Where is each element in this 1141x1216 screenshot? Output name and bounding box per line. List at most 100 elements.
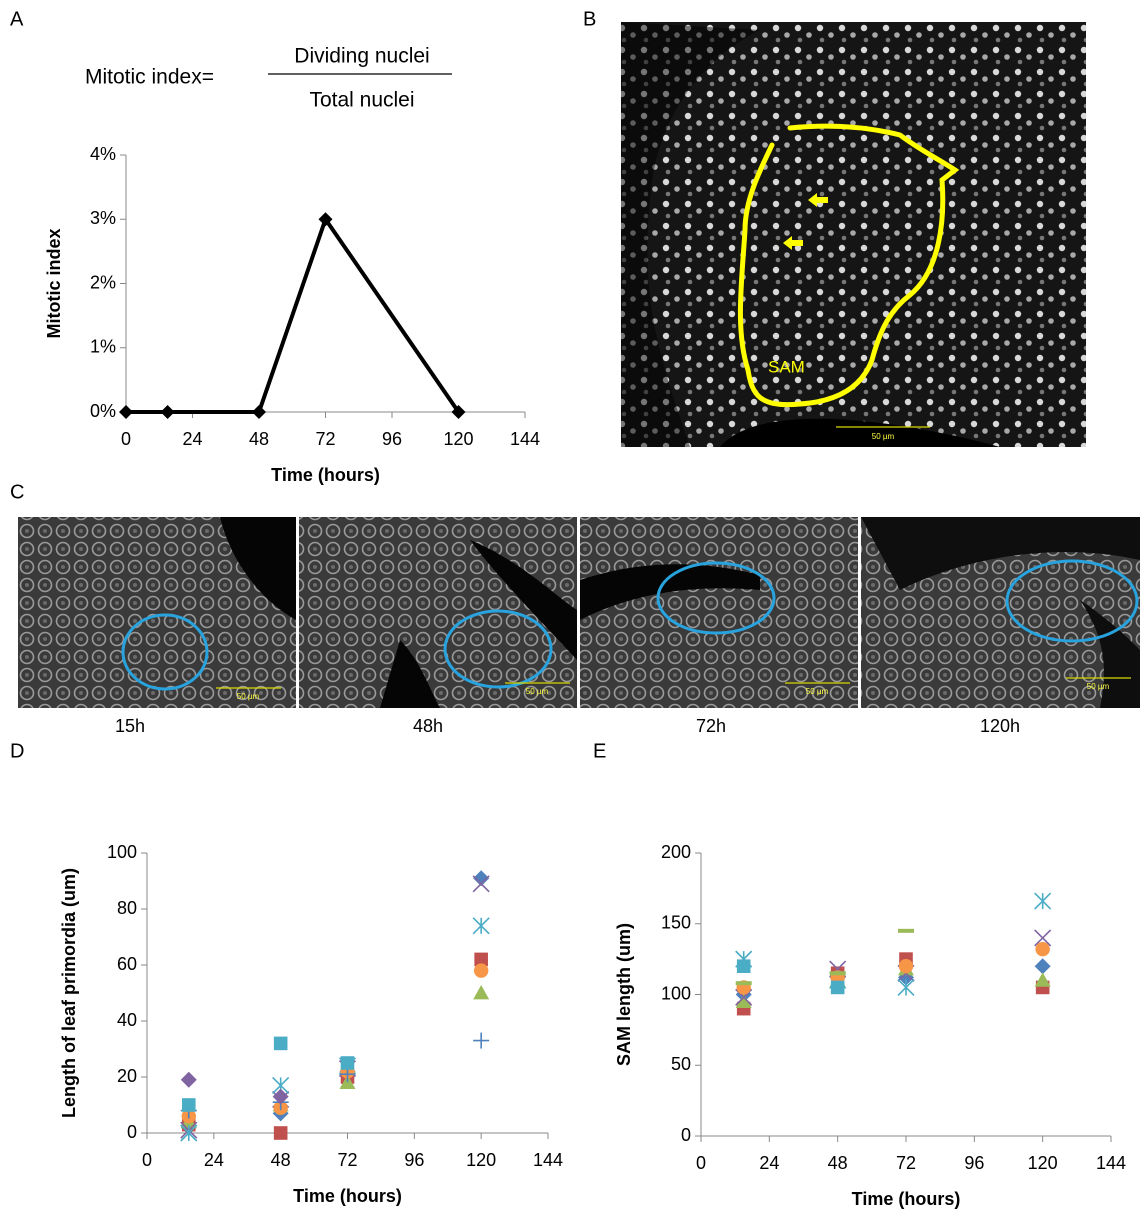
y-tick-label: 200 — [661, 842, 691, 862]
y-tick-label: 0 — [127, 1122, 137, 1142]
marker-part — [829, 971, 846, 976]
y-tick-label: 0% — [90, 401, 116, 421]
x-tick-label: 96 — [404, 1150, 424, 1170]
marker-part — [451, 405, 466, 419]
scale-label: 50 µm — [526, 687, 549, 696]
caption: 120h — [980, 716, 1020, 736]
marker — [735, 981, 752, 986]
marker — [473, 870, 490, 887]
image-b: SAM 50 µm — [621, 22, 1086, 447]
marker-part — [1034, 958, 1051, 975]
y-axis-label: Mitotic index — [44, 228, 64, 338]
line — [126, 214, 461, 414]
x-tick-label: 96 — [382, 429, 402, 449]
marker-part — [472, 875, 490, 893]
marker-part — [1035, 942, 1050, 957]
x-tick-label: 24 — [759, 1153, 779, 1173]
scale-label: 50 µm — [1087, 682, 1110, 691]
marker-part — [736, 959, 751, 973]
shade — [861, 517, 1140, 708]
panel-label: D — [10, 740, 24, 762]
sam-outline — [737, 123, 960, 408]
marker — [273, 1126, 288, 1140]
panel-label: A — [10, 8, 24, 30]
shade — [580, 564, 760, 620]
marker-part — [735, 981, 752, 986]
marker — [272, 1088, 289, 1105]
marker-part — [473, 985, 490, 1000]
marker-part — [473, 870, 490, 887]
x-tick-label: 72 — [337, 1150, 357, 1170]
marker — [451, 405, 466, 419]
marker — [1034, 929, 1052, 947]
x-axis-label: Time (hours) — [293, 1186, 402, 1206]
panel-label: C — [10, 481, 24, 503]
x-tick-label: 144 — [510, 429, 540, 449]
x-tick-label: 120 — [466, 1150, 496, 1170]
panel-label: B — [583, 8, 596, 30]
marker — [898, 928, 914, 933]
x-tick-label: 24 — [182, 429, 202, 449]
marker — [340, 1056, 355, 1070]
marker — [830, 980, 845, 995]
y-tick-label: 20 — [117, 1066, 137, 1086]
marker-part — [119, 405, 133, 419]
marker — [472, 875, 490, 893]
y-tick-label: 3% — [90, 208, 116, 228]
marker-part — [318, 212, 333, 227]
arrow — [808, 193, 828, 207]
x-tick-label: 48 — [271, 1150, 291, 1170]
y-tick-label: 40 — [117, 1010, 137, 1030]
x-axis-label: Time (hours) — [852, 1189, 961, 1209]
marker — [160, 405, 175, 419]
marker — [897, 978, 915, 996]
marker — [1034, 972, 1051, 987]
marker-part — [272, 1088, 289, 1105]
y-axis-label: Length of leaf primordia (um) — [59, 868, 79, 1118]
scale-label: 50 µm — [806, 687, 829, 696]
x-tick-label: 48 — [249, 429, 269, 449]
shade — [720, 418, 1000, 447]
marker-part — [1034, 972, 1051, 987]
marker — [898, 959, 914, 974]
x-tick-label: 48 — [828, 1153, 848, 1173]
caption: 48h — [413, 716, 443, 736]
marker — [252, 405, 266, 419]
y-tick-label: 4% — [90, 144, 116, 164]
micrograph — [580, 517, 858, 708]
ellipse — [656, 561, 776, 635]
y-tick-label: 100 — [107, 842, 137, 862]
y-tick-label: 150 — [661, 913, 691, 933]
marker — [473, 963, 489, 978]
x-tick-label: 72 — [315, 429, 335, 449]
arrow — [783, 236, 803, 250]
panel-label: E — [593, 740, 606, 762]
x-tick-label: 0 — [142, 1150, 152, 1170]
marker — [1034, 892, 1052, 910]
marker — [472, 917, 490, 935]
x-tick-label: 0 — [121, 429, 131, 449]
marker-part — [160, 405, 175, 419]
scale-label: 50 µm — [237, 692, 260, 701]
y-tick-label: 50 — [671, 1054, 691, 1074]
y-axis-label: SAM length (um) — [614, 923, 634, 1066]
y-tick-label: 80 — [117, 898, 137, 918]
x-tick-label: 96 — [964, 1153, 984, 1173]
marker-part — [181, 1098, 196, 1112]
marker-part — [273, 1126, 288, 1140]
marker — [736, 959, 751, 973]
marker — [473, 1032, 490, 1049]
x-tick-label: 144 — [1096, 1153, 1126, 1173]
x-tick-label: 24 — [204, 1150, 224, 1170]
y-tick-label: 1% — [90, 337, 116, 357]
y-tick-label: 2% — [90, 272, 116, 292]
marker-part — [474, 952, 488, 967]
shade — [220, 517, 296, 620]
marker-part — [735, 993, 752, 1008]
y-tick-label: 60 — [117, 954, 137, 974]
marker-part — [898, 928, 914, 933]
marker-part — [180, 1071, 197, 1088]
x-tick-label: 120 — [443, 429, 473, 449]
marker-part — [473, 963, 489, 978]
